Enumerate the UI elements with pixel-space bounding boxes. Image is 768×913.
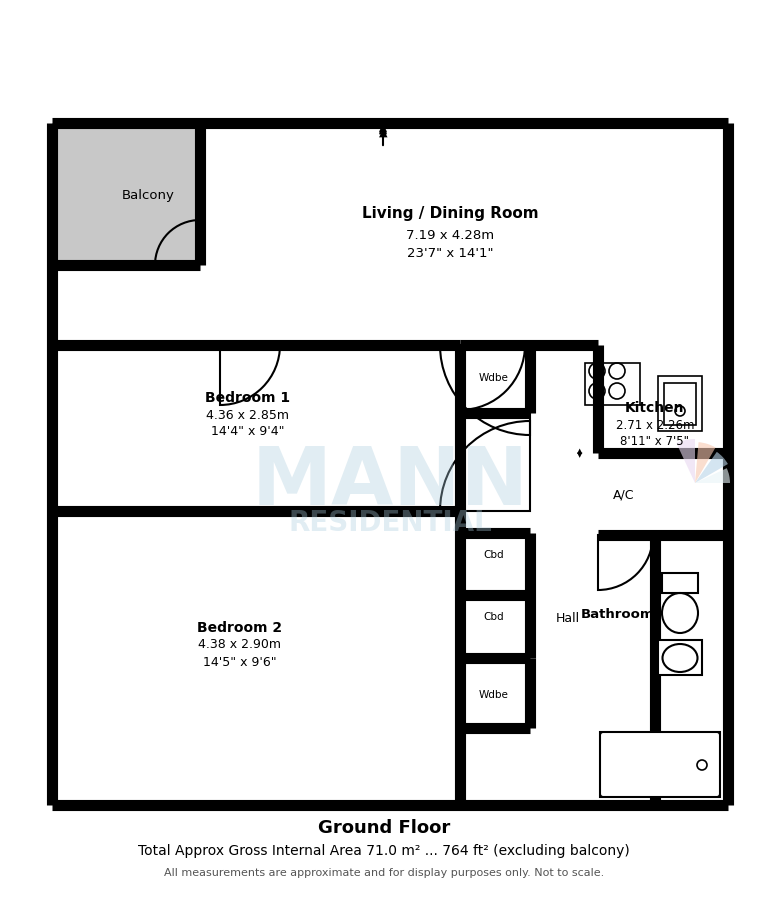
Text: ▼: ▼: [578, 452, 583, 458]
Text: Wdbe: Wdbe: [479, 690, 509, 700]
Wedge shape: [695, 452, 728, 483]
Text: 7.19 x 4.28m: 7.19 x 4.28m: [406, 228, 494, 242]
Wedge shape: [695, 468, 730, 483]
Bar: [52, 123, 200, 265]
Text: ▶: ▶: [723, 230, 729, 236]
Bar: [662, 573, 698, 593]
Text: Balcony: Balcony: [122, 188, 175, 202]
Text: ▲: ▲: [578, 448, 583, 454]
Text: ▲: ▲: [379, 128, 387, 138]
Text: 8'11" x 7'5": 8'11" x 7'5": [621, 435, 690, 447]
Bar: [658, 376, 702, 431]
Wedge shape: [695, 442, 716, 483]
Bar: [664, 383, 696, 425]
Text: Bedroom 1: Bedroom 1: [205, 391, 290, 405]
Text: 23'7" x 14'1": 23'7" x 14'1": [407, 247, 493, 259]
Text: A/C: A/C: [614, 488, 634, 501]
Text: Hall: Hall: [556, 612, 580, 624]
Text: Ground Floor: Ground Floor: [318, 819, 450, 837]
Text: ▲: ▲: [245, 506, 250, 512]
Text: ▼: ▼: [245, 510, 250, 516]
Bar: [658, 640, 702, 675]
Text: ◀: ◀: [51, 650, 57, 656]
Text: Total Approx Gross Internal Area 71.0 m² ... 764 ft² (excluding balcony): Total Approx Gross Internal Area 71.0 m²…: [138, 844, 630, 858]
Text: Bathroom: Bathroom: [581, 608, 655, 622]
Text: Bedroom 2: Bedroom 2: [197, 621, 283, 635]
Text: ▲: ▲: [380, 122, 386, 128]
Text: RESIDENTIAL: RESIDENTIAL: [288, 509, 492, 537]
Wedge shape: [677, 439, 695, 483]
Text: 14'5" x 9'6": 14'5" x 9'6": [204, 656, 276, 668]
Text: Wdbe: Wdbe: [479, 373, 509, 383]
Text: 4.36 x 2.85m: 4.36 x 2.85m: [207, 408, 290, 422]
Text: ◀: ◀: [51, 230, 57, 236]
Text: 2.71 x 2.26m: 2.71 x 2.26m: [616, 418, 694, 432]
Text: Living / Dining Room: Living / Dining Room: [362, 205, 538, 221]
Text: 14'4" x 9'4": 14'4" x 9'4": [211, 425, 285, 437]
Bar: [600, 732, 720, 797]
Text: Cbd: Cbd: [484, 612, 505, 622]
Text: All measurements are approximate and for display purposes only. Not to scale.: All measurements are approximate and for…: [164, 868, 604, 878]
Text: Kitchen: Kitchen: [625, 401, 685, 415]
Text: Cbd: Cbd: [484, 550, 505, 560]
Text: MANN: MANN: [251, 444, 528, 522]
Bar: [585, 363, 640, 405]
Text: 4.38 x 2.90m: 4.38 x 2.90m: [198, 638, 282, 652]
Text: ▶: ▶: [723, 590, 729, 596]
Text: ▼: ▼: [245, 344, 250, 350]
